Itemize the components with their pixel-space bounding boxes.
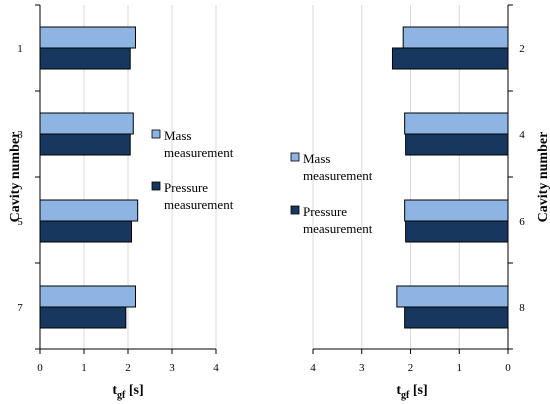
x-tick-label: 1	[457, 362, 463, 374]
x-axis-title: tgf [s]	[112, 383, 143, 401]
legend-label: Pressure measurement	[164, 180, 234, 212]
bar	[396, 285, 509, 308]
bar	[39, 220, 133, 243]
bar	[39, 47, 131, 70]
category-label: 3	[17, 129, 23, 141]
y-axis-title: Cavity number	[8, 132, 23, 223]
bar	[39, 306, 127, 329]
legend-swatch	[151, 181, 161, 191]
legend-label: Pressure measurement	[303, 204, 373, 236]
y-axis-title: Cavity number	[536, 132, 550, 223]
bar	[39, 112, 134, 135]
x-tick-label: 3	[169, 362, 175, 374]
x-tick-label: 4	[310, 362, 316, 374]
bar	[39, 285, 136, 308]
x-axis-title: tgf [s]	[396, 383, 427, 401]
bar	[39, 133, 131, 156]
bar	[39, 199, 139, 222]
bar	[39, 26, 136, 49]
bar	[405, 220, 509, 243]
category-label: 6	[519, 216, 525, 228]
legend-swatch	[290, 152, 300, 162]
category-label: 7	[17, 302, 23, 314]
bar	[391, 47, 509, 70]
legend-label: Mass measurement	[164, 128, 234, 160]
bar	[402, 26, 509, 49]
chart-panel-2: 2 4 6 8 4 3 2 1 0 tgf [s] Cavity number Mass measure…	[290, 4, 550, 401]
x-tick-label: 4	[213, 362, 219, 374]
category-label: 4	[519, 129, 525, 141]
bar	[405, 133, 509, 156]
category-label: 5	[17, 216, 23, 228]
x-tick-label: 2	[408, 362, 414, 374]
x-tick-label: 0	[37, 362, 43, 374]
bar	[404, 306, 509, 329]
chart-panel-1: 1 3 5 7 0 1 2 3 4 tgf [s] Cavity number Mass measure…	[8, 4, 234, 401]
legend-swatch	[151, 129, 161, 139]
x-tick-label: 1	[81, 362, 87, 374]
x-tick-label: 2	[125, 362, 131, 374]
x-tick-label: 0	[505, 362, 511, 374]
bar	[404, 199, 509, 222]
category-label: 2	[519, 43, 525, 55]
category-label: 8	[519, 302, 525, 314]
bar	[404, 112, 509, 135]
x-tick-label: 3	[359, 362, 365, 374]
legend-label: Mass measurement	[303, 151, 373, 183]
legend-swatch	[290, 205, 300, 215]
category-label: 1	[17, 43, 23, 55]
